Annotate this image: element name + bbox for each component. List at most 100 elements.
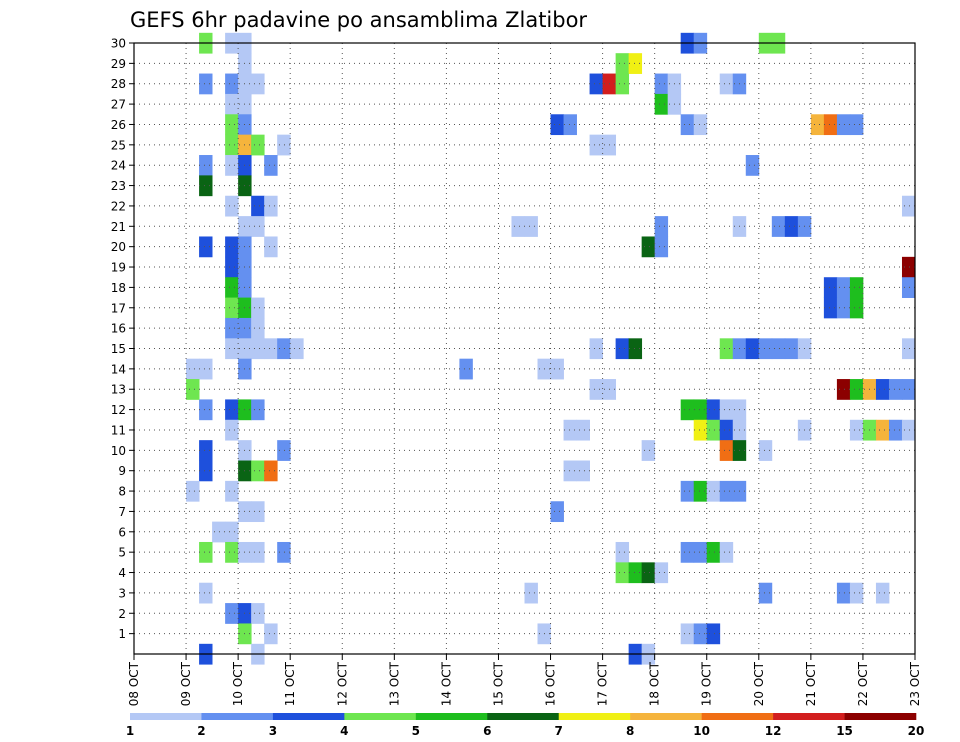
y-tick-label: 14 <box>111 362 126 376</box>
heatmap-cell <box>706 480 721 502</box>
heatmap-cell <box>823 297 838 319</box>
heatmap-cell <box>706 399 721 421</box>
x-tick-label: 19 OCT <box>700 661 714 706</box>
heatmap-cell <box>277 541 291 563</box>
heatmap-cell <box>823 277 838 298</box>
heatmap-cell <box>225 155 239 176</box>
heatmap-cell <box>693 623 708 645</box>
heatmap-cell <box>901 338 916 360</box>
heatmap-cell <box>264 195 278 217</box>
heatmap-cell <box>680 114 695 136</box>
y-tick-label: 7 <box>118 505 126 519</box>
heatmap-cell <box>888 379 903 400</box>
heatmap-cell <box>251 603 265 624</box>
heatmap-cell <box>849 277 864 298</box>
heatmap-cell <box>719 440 734 461</box>
heatmap-cell <box>693 541 708 563</box>
heatmap-cell <box>199 582 213 604</box>
heatmap-cell <box>693 480 708 502</box>
heatmap-cell <box>628 338 643 360</box>
heatmap-cell <box>641 562 656 584</box>
heatmap-cell <box>745 155 760 176</box>
x-tick-label: 16 OCT <box>544 661 558 706</box>
heatmap-cell <box>225 541 239 563</box>
heatmap-cell <box>225 93 239 115</box>
heatmap-cell <box>758 440 773 461</box>
legend-label: 5 <box>412 724 420 738</box>
heatmap-cell <box>719 541 734 563</box>
heatmap-cell <box>654 216 669 237</box>
heatmap-cell <box>849 582 864 604</box>
heatmap-cell <box>823 114 838 136</box>
heatmap-cell <box>875 419 890 441</box>
heatmap-cell <box>680 623 695 645</box>
heatmap-cell <box>225 603 239 624</box>
heatmap-cell <box>225 256 239 278</box>
x-axis: 08 OCT 09 OCT 10 OCT 11 OCT 12 OCT 13 OCT 14 O… <box>127 654 922 706</box>
chart-title: GEFS 6hr padavine po ansamblima Zlatibor <box>130 8 587 32</box>
heatmap-cell <box>706 419 721 441</box>
heatmap-cell <box>251 460 265 482</box>
legend-label: 8 <box>626 724 634 738</box>
heatmap-cell <box>225 480 239 502</box>
heatmap-cell <box>225 419 239 441</box>
heatmap-cell <box>225 277 239 298</box>
heatmap-cell <box>589 73 603 95</box>
x-tick-label: 14 OCT <box>439 661 453 706</box>
legend-swatch <box>773 713 845 720</box>
heatmap-cell <box>225 338 239 360</box>
heatmap-cell <box>199 460 213 482</box>
y-tick-label: 29 <box>111 57 126 71</box>
heatmap-cell <box>615 338 630 360</box>
heatmap-cell <box>225 134 239 156</box>
heatmap-cell <box>199 175 213 197</box>
heatmap-cell <box>199 155 213 176</box>
heatmap-cell <box>225 297 239 319</box>
heatmap-cell <box>615 562 630 584</box>
heatmap-cell <box>225 521 239 543</box>
heatmap-cell <box>706 541 721 563</box>
heatmap-cell <box>836 379 851 400</box>
legend: 1 2 3 4 5 6 7 8 10 12 15 20 <box>126 713 924 738</box>
heatmap-cell <box>654 73 669 95</box>
heatmap-cell <box>225 195 239 217</box>
legend-label: 3 <box>269 724 277 738</box>
heatmap-cell <box>719 338 734 360</box>
heatmap-cell <box>186 480 200 502</box>
heatmap-cell <box>524 582 538 604</box>
heatmap-cell <box>901 277 916 298</box>
heatmap-cell <box>901 419 916 441</box>
y-tick-label: 30 <box>111 37 126 51</box>
y-tick-label: 3 <box>118 586 126 600</box>
heatmap-cell <box>719 480 734 502</box>
y-tick-label: 21 <box>111 220 126 234</box>
heatmap-cell <box>277 338 291 360</box>
y-tick-label: 12 <box>111 403 126 417</box>
legend-swatch <box>701 713 774 720</box>
heatmap-cell <box>576 419 590 441</box>
heatmap-cell <box>784 338 799 360</box>
y-tick-label: 16 <box>111 322 126 336</box>
y-tick-label: 20 <box>111 240 126 254</box>
heatmap-cell <box>719 419 734 441</box>
legend-label: 1 <box>126 724 134 738</box>
y-tick-label: 5 <box>118 546 126 560</box>
heatmap-cell <box>225 399 239 421</box>
heatmap-cell <box>251 134 265 156</box>
y-tick-label: 2 <box>118 607 126 621</box>
x-tick-label: 17 OCT <box>596 661 610 706</box>
heatmap-cell <box>628 53 643 74</box>
legend-swatch <box>130 713 202 720</box>
heatmap-cell <box>641 440 656 461</box>
x-tick-label: 10 OCT <box>231 661 245 706</box>
y-tick-label: 22 <box>111 199 126 213</box>
x-tick-label: 13 OCT <box>387 661 401 706</box>
heatmap-cell <box>264 460 278 482</box>
heatmap-cell <box>550 358 564 380</box>
heatmap-cell <box>719 73 734 95</box>
legend-swatch <box>415 713 488 720</box>
x-tick-label: 09 OCT <box>179 661 193 706</box>
heatmap-cell <box>199 358 213 380</box>
legend-label: 7 <box>555 724 563 738</box>
legend-swatch <box>844 713 917 720</box>
